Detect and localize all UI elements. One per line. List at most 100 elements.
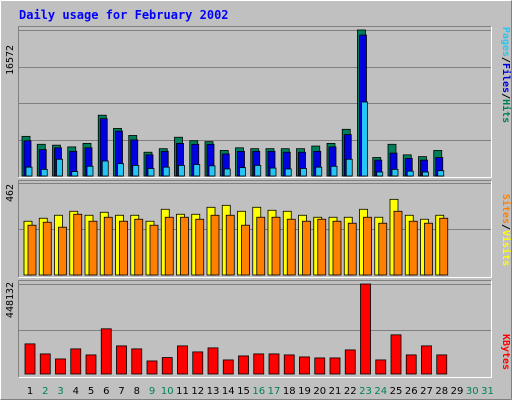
bar-pages bbox=[422, 171, 429, 177]
bar-pages bbox=[315, 166, 323, 177]
x-tick-label: 3 bbox=[57, 386, 63, 397]
bar-kbytes bbox=[177, 345, 188, 375]
bars-top bbox=[21, 29, 445, 177]
x-tick-label: 22 bbox=[344, 386, 357, 397]
x-tick-label: 13 bbox=[207, 386, 220, 397]
bar-sites bbox=[332, 220, 342, 276]
bar-kbytes bbox=[55, 358, 66, 375]
bar-kbytes bbox=[24, 343, 36, 375]
bar-sites bbox=[317, 218, 327, 276]
bar-kbytes bbox=[360, 283, 371, 375]
bar-sites bbox=[424, 222, 433, 276]
x-tick-label: 31 bbox=[481, 386, 494, 397]
bar-kbytes bbox=[238, 355, 249, 375]
bars-middle bbox=[23, 198, 449, 276]
bar-kbytes bbox=[436, 354, 448, 375]
bar-kbytes bbox=[192, 351, 204, 375]
axis-label-top: 16572 bbox=[5, 45, 16, 75]
x-tick-label: 25 bbox=[390, 386, 403, 397]
axis-label-middle: 462 bbox=[5, 184, 16, 202]
bar-sites bbox=[302, 220, 311, 276]
x-tick-label: 21 bbox=[329, 386, 342, 397]
bar-pages bbox=[56, 158, 63, 177]
bar-kbytes bbox=[85, 354, 97, 375]
x-tick-label: 2 bbox=[42, 386, 48, 397]
bar-kbytes bbox=[70, 348, 82, 375]
legend-separator: / bbox=[500, 93, 511, 99]
x-tick-label: 10 bbox=[161, 386, 174, 397]
x-tick-label: 17 bbox=[268, 386, 281, 397]
bar-sites bbox=[271, 216, 281, 276]
bar-pages bbox=[391, 168, 399, 177]
bar-sites bbox=[103, 216, 113, 276]
bar-pages bbox=[437, 170, 445, 177]
x-tick-label: 15 bbox=[237, 386, 250, 397]
bar-sites bbox=[164, 216, 174, 276]
bar-pages bbox=[254, 165, 262, 177]
bar-pages bbox=[406, 170, 414, 177]
bar-pages bbox=[223, 168, 231, 177]
bar-pages bbox=[284, 168, 292, 177]
bar-kbytes bbox=[146, 360, 158, 375]
bar-kbytes bbox=[344, 349, 356, 375]
bar-sites bbox=[195, 218, 205, 276]
bar-sites bbox=[241, 224, 250, 276]
x-tick-label: 5 bbox=[88, 386, 94, 397]
x-tick-label: 24 bbox=[374, 386, 387, 397]
bar-sites bbox=[347, 222, 357, 276]
bar-kbytes bbox=[390, 334, 402, 375]
x-tick-label: 23 bbox=[359, 386, 372, 397]
bar-kbytes bbox=[253, 353, 265, 375]
bar-pages bbox=[71, 171, 79, 177]
x-tick-label: 30 bbox=[466, 386, 479, 397]
x-tick-label: 28 bbox=[435, 386, 448, 397]
x-tick-labels: 1 2 3 4 5 6 7 8 9 10 11 12 13 14 15 16 17 18 19 20 21 22 23 24 2… bbox=[27, 386, 494, 397]
x-tick-label: 7 bbox=[118, 386, 124, 397]
bar-pages bbox=[361, 101, 368, 177]
bar-pages bbox=[147, 168, 155, 177]
bar-pages bbox=[86, 165, 94, 177]
bar-pages bbox=[269, 167, 277, 177]
x-tick-label: 20 bbox=[313, 386, 326, 397]
bar-kbytes bbox=[283, 354, 295, 375]
bar-pages bbox=[345, 158, 353, 177]
x-tick-label: 16 bbox=[252, 386, 265, 397]
bar-pages bbox=[132, 165, 140, 177]
bars-bottom bbox=[24, 283, 448, 375]
bar-sites bbox=[119, 220, 128, 276]
bar-pages bbox=[239, 167, 246, 177]
bar-pages bbox=[162, 166, 170, 177]
x-tick-label: 8 bbox=[134, 386, 140, 397]
x-tick-label: 12 bbox=[191, 386, 204, 397]
bar-kbytes bbox=[116, 345, 127, 375]
bar-sites bbox=[439, 217, 449, 276]
x-tick-label: 14 bbox=[222, 386, 235, 397]
bar-sites bbox=[378, 222, 388, 276]
legend-kbytes: KBytes bbox=[500, 334, 511, 370]
bar-sites bbox=[393, 210, 403, 276]
legend-pages: Pages bbox=[500, 27, 511, 57]
bar-kbytes bbox=[161, 357, 173, 375]
bar-sites bbox=[149, 224, 159, 276]
bar-sites bbox=[408, 220, 418, 276]
bar-sites bbox=[256, 216, 266, 276]
bar-pages bbox=[40, 168, 48, 177]
chart-title: Daily usage for February 2002 bbox=[19, 8, 229, 22]
bar-sites bbox=[134, 218, 144, 276]
x-tick-label: 4 bbox=[73, 386, 79, 397]
bar-pages bbox=[376, 171, 384, 177]
bar-kbytes bbox=[131, 348, 143, 375]
x-tick-label: 26 bbox=[405, 386, 418, 397]
bar-kbytes bbox=[207, 347, 219, 375]
bar-kbytes bbox=[299, 356, 310, 375]
axis-label-bottom: 448132 bbox=[5, 282, 16, 318]
bar-sites bbox=[27, 224, 37, 276]
bar-sites bbox=[88, 220, 98, 276]
x-tick-label: 11 bbox=[176, 386, 189, 397]
bar-kbytes bbox=[375, 359, 387, 375]
bar-pages bbox=[193, 164, 201, 177]
bar-sites bbox=[363, 216, 372, 276]
bar-kbytes bbox=[39, 353, 51, 375]
